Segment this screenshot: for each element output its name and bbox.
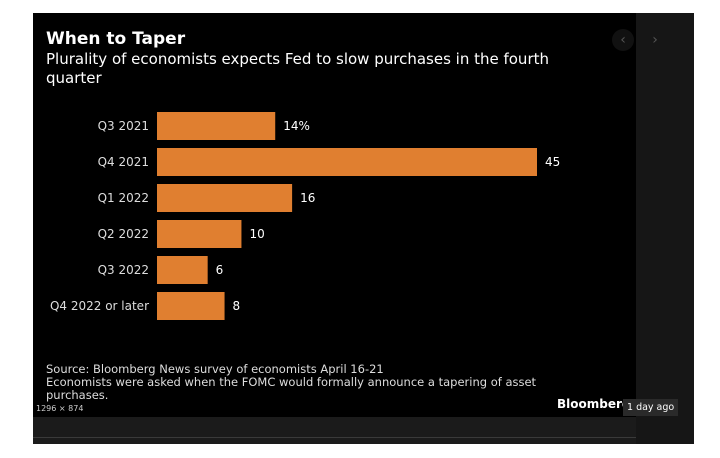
category-label: Q2 2022: [98, 227, 149, 241]
data-label: 8: [233, 299, 241, 313]
data-label: 16: [300, 191, 315, 205]
image-dimensions: 1296 × 874: [36, 404, 84, 413]
data-label: 10: [249, 227, 264, 241]
timestamp: 1 day ago: [623, 399, 679, 416]
category-label: Q4 2022 or later: [50, 299, 149, 313]
side-panel: ‹ ›: [612, 13, 694, 444]
bar-q2-2022: [157, 220, 242, 248]
next-arrow-icon[interactable]: ›: [652, 32, 658, 48]
bar-q3-2021: [157, 112, 276, 140]
bloomberg-logo: Bloomberg: [557, 397, 631, 411]
chart-panel: [33, 13, 636, 417]
category-label: Q1 2022: [98, 191, 149, 205]
chart-notes: Source: Bloomberg News survey of economi…: [46, 363, 566, 402]
bottom-strip: [33, 417, 636, 444]
divider: [33, 437, 636, 438]
prev-arrow-icon[interactable]: ‹: [612, 29, 634, 51]
note-text: Economists were asked when the FOMC woul…: [46, 375, 537, 402]
bar-q1-2022: [157, 184, 293, 212]
source-text: Source: Bloomberg News survey of economi…: [46, 362, 384, 376]
data-label: 6: [216, 263, 224, 277]
category-label: Q3 2021: [98, 119, 149, 133]
category-label: Q4 2021: [98, 155, 149, 169]
chart-subtitle: Plurality of economists expects Fed to s…: [46, 50, 549, 87]
chart-title: When to Taper: [46, 29, 186, 49]
bar-q4-2021: [157, 148, 537, 176]
data-label: 14%: [283, 119, 310, 133]
data-label: 45: [545, 155, 560, 169]
bar-q3-2022: [157, 256, 208, 284]
bar-q4-2022-or-later: [157, 292, 225, 320]
category-label: Q3 2022: [98, 263, 149, 277]
